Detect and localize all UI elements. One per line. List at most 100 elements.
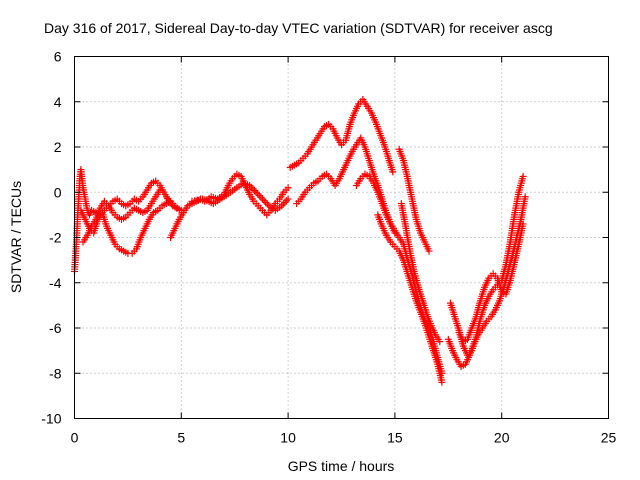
grid [74,56,609,419]
data-point-trail [492,299,502,312]
data-series-group [71,95,529,386]
data-point-trail [84,224,94,237]
data-point-trail [375,191,385,205]
data-point-trail [369,111,379,124]
data-point-trail [147,211,156,221]
x-axis-label: GPS time / hours [288,458,395,474]
data-point-trail [477,304,488,321]
data-point-trail [273,203,284,213]
data-point-trail [469,315,479,330]
data-point-trail [221,184,231,196]
data-point-trail [471,333,481,346]
y-tick-label: -8 [49,365,62,381]
data-point-trail [138,227,148,239]
data-point-trail [226,177,235,187]
data-point-trail [247,183,258,195]
data-point-trail [450,349,460,361]
data-point-trail [404,177,415,201]
data-point-trail [428,324,438,336]
data-point [521,193,529,201]
data-point-trail [268,202,278,212]
x-tick-label: 5 [177,430,185,446]
series-track-1 [71,166,185,275]
data-point-trail [342,123,353,142]
data-point-trail [397,236,406,246]
data-point-trail [279,197,290,208]
data-point-trail [396,148,407,162]
data-point-trail [400,159,411,180]
series-track-6 [286,95,397,176]
data-point-trail [168,227,178,239]
data-point-trail [384,234,393,244]
data-point-trail [277,191,286,201]
data-point-trail [409,286,419,303]
data-point-trail [80,186,89,201]
data-point-trail [482,295,492,307]
series-track-10 [395,145,433,255]
data-point [519,172,527,180]
data-point [252,188,260,196]
data-point-trail [81,234,90,244]
data-point-trail [402,224,413,253]
data-point-trail [447,301,458,318]
y-tick-label: 2 [54,139,62,155]
data-point-trail [347,111,357,126]
data-point-trail [333,177,342,187]
data-point-trail [157,184,169,198]
x-tick-label: 25 [601,430,617,446]
data-point-trail [341,159,351,171]
data-point-trail [377,132,387,146]
x-tick-label: 20 [494,430,510,446]
x-tick-label: 10 [280,430,296,446]
data-point-trail [260,197,271,208]
data-point-trail [89,218,98,228]
data-point-trail [379,202,389,217]
data-point-trail [409,197,420,221]
data-point-trail [413,218,424,235]
data-point-trail [78,209,88,221]
data-point-trail [396,249,406,262]
axis-ticks [74,56,609,419]
series-track-5 [188,179,292,214]
data-point-trail [494,277,505,293]
data-point-trail [500,270,511,289]
data-point-trail [82,197,91,212]
data-point-trail [366,159,377,176]
data-point-trail [336,168,347,180]
data-point-trail [351,102,361,115]
data-point [389,168,397,176]
data-point-trail [515,175,526,194]
data-point-trail [354,136,363,146]
data-point-trail [488,308,498,318]
series-track-9 [374,211,446,386]
data-point-trail [486,288,496,298]
data-point [519,220,527,228]
data-point-trail [318,125,327,135]
data-point-trail [388,222,397,232]
data-point-trail [422,240,432,253]
data-point-trail [241,180,251,189]
data-point-trail [360,98,370,108]
data-point-trail [82,218,92,230]
data-point-trail [477,286,488,303]
data-point-trail [400,258,411,275]
data-point-trail [142,218,152,230]
data-point-trail [424,313,434,327]
data-point-trail [201,196,215,207]
data-point-trail [313,132,323,142]
data-point-trail [445,338,456,352]
data-point-trail [385,157,396,174]
data-point-trail [145,202,154,212]
data-point-trail [454,358,464,368]
data-point [438,378,446,386]
data-point-trail [476,326,485,336]
y-tick-label: -2 [49,230,62,246]
data-point-trail [328,177,338,187]
data-point-trail [345,150,355,162]
data-point-trail [467,342,477,357]
data-point-trail [417,310,428,325]
data-point-trail [418,231,428,244]
data-point-trail [379,224,389,237]
x-tick-labels: 0 5 10 15 20 25 [71,430,617,446]
